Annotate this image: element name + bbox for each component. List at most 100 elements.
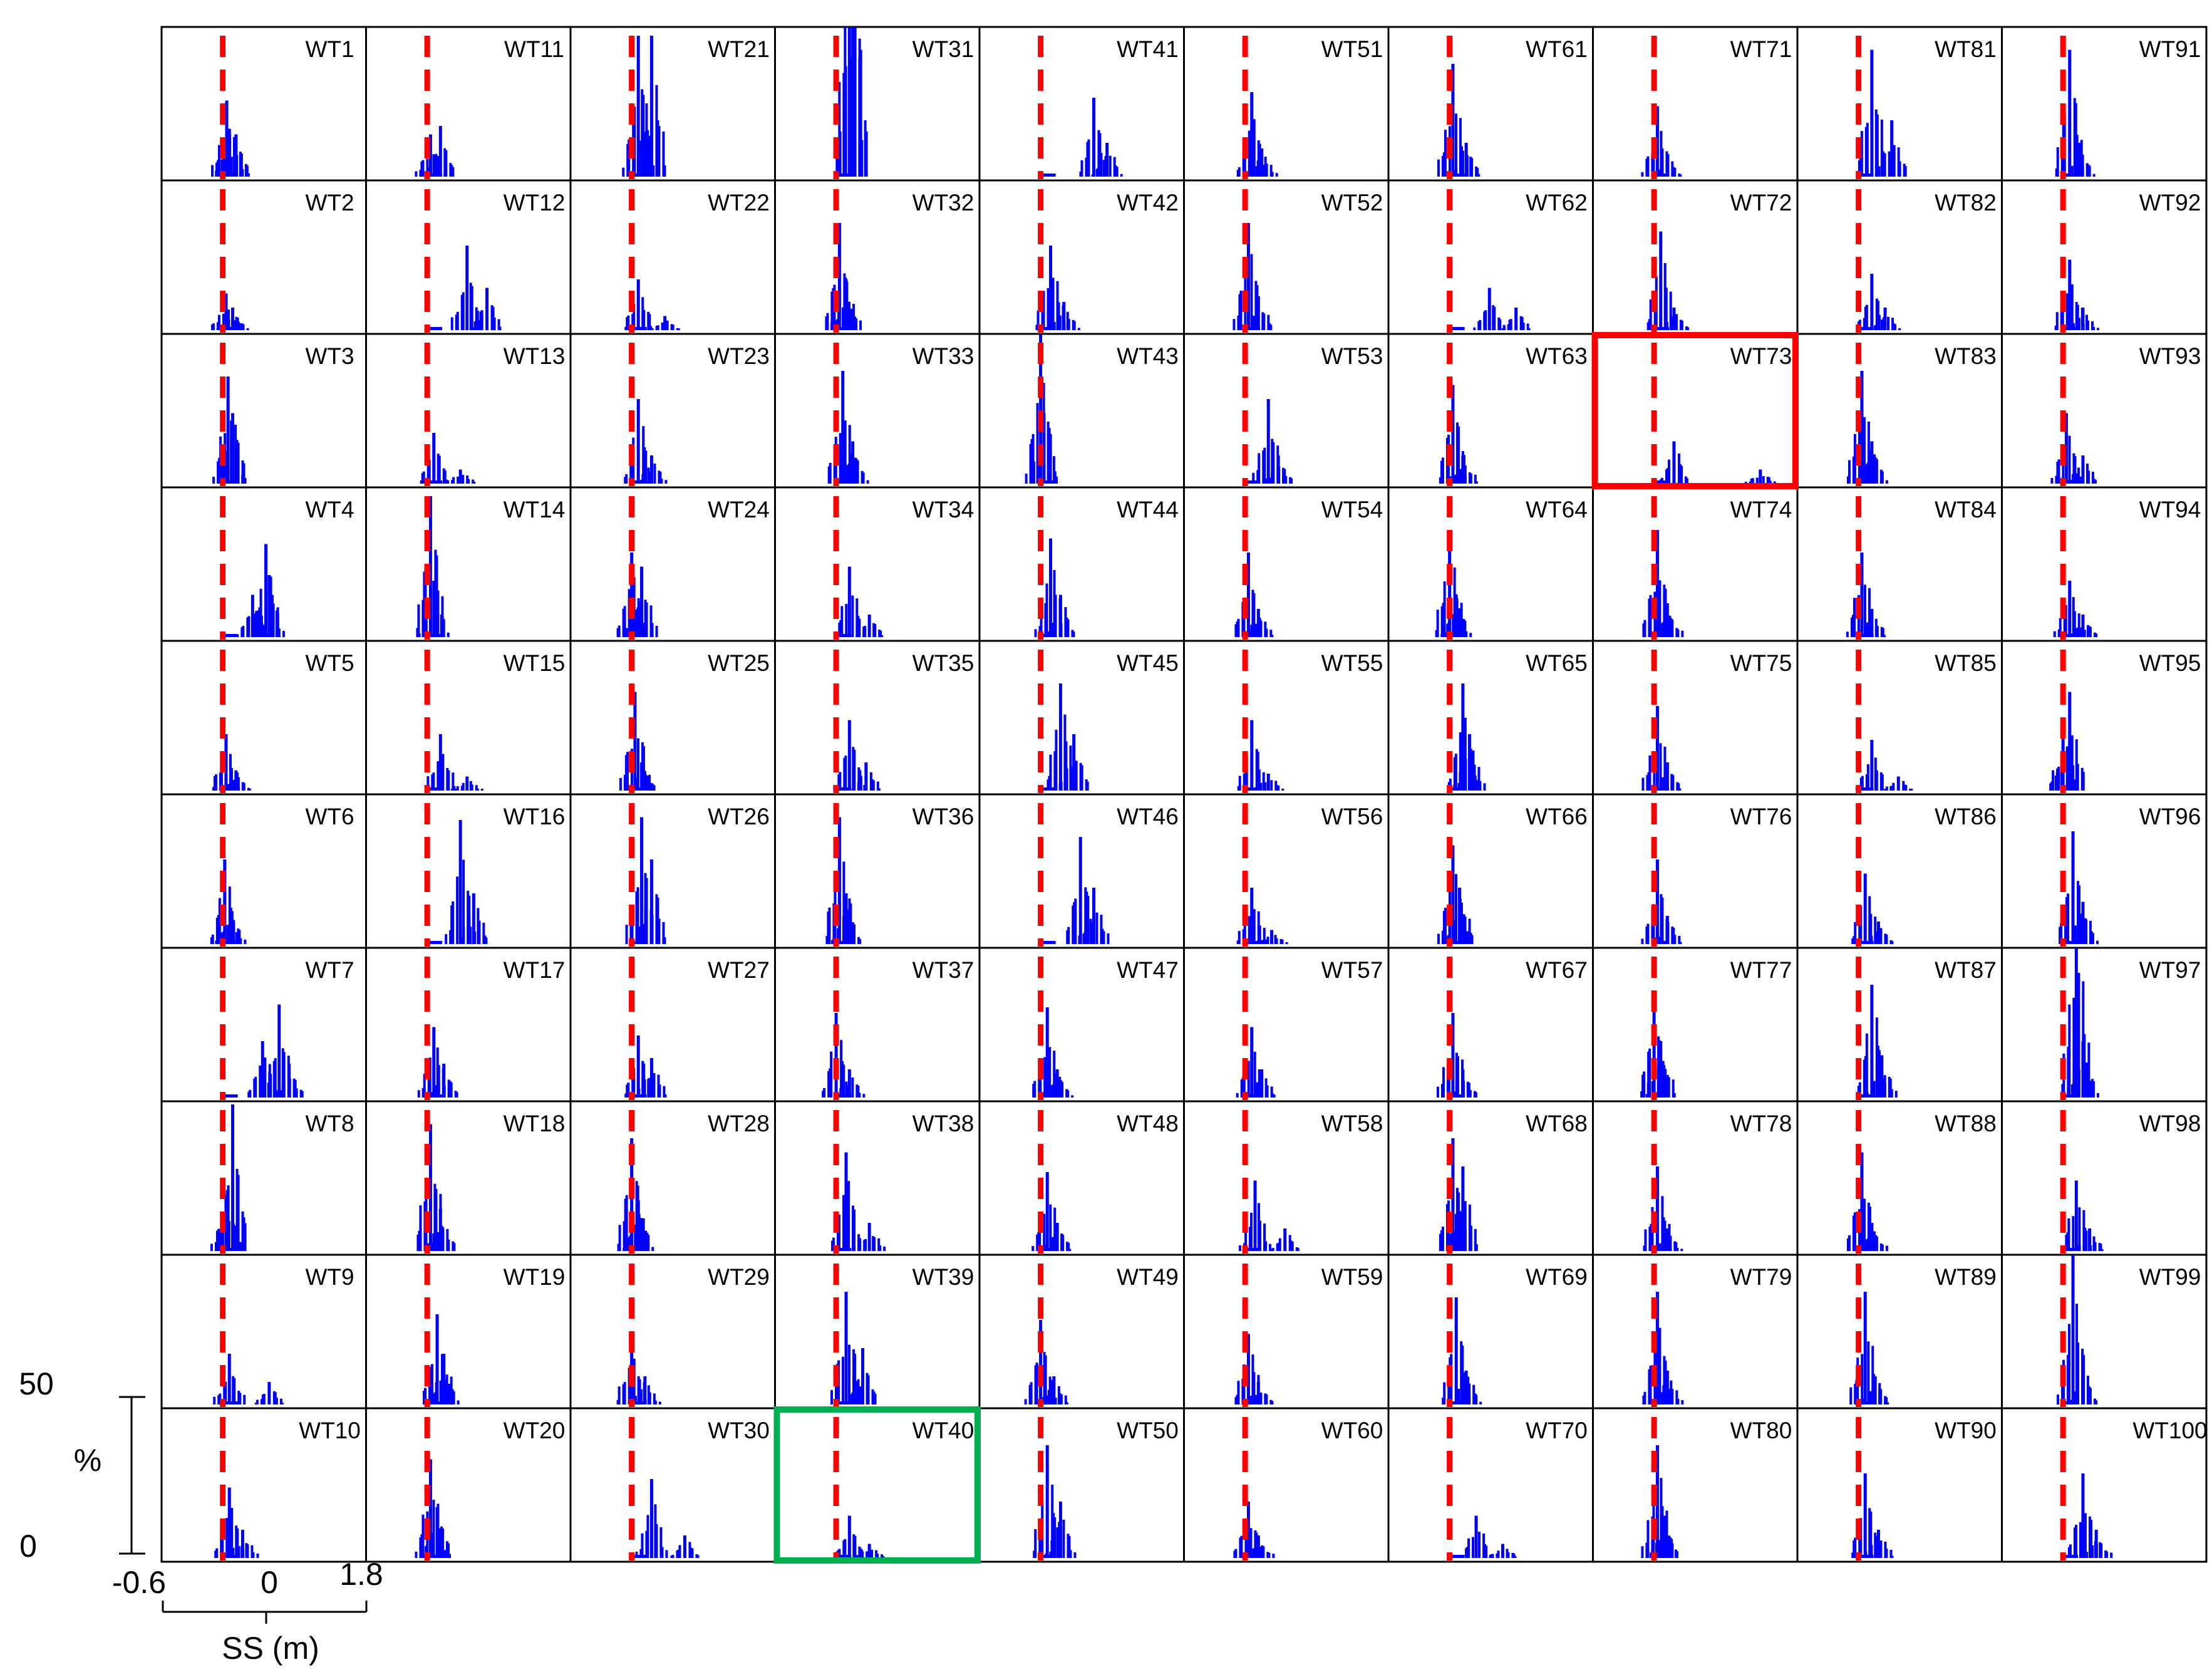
histogram-bar xyxy=(834,1013,838,1098)
histogram-bar xyxy=(1056,1527,1059,1558)
panel-wt29: WT29 xyxy=(569,1254,776,1410)
panel-label: WT30 xyxy=(708,1418,770,1443)
panel-wt14: WT14 xyxy=(365,486,572,642)
panel-frame xyxy=(774,26,981,182)
histogram-bar xyxy=(1246,1502,1250,1558)
panel-wt16: WT16 xyxy=(365,793,572,949)
histogram-bar xyxy=(1054,1398,1057,1404)
histogram-bar xyxy=(638,1088,641,1098)
histogram-bar xyxy=(2083,630,2086,637)
histogram-bar xyxy=(1865,1239,1868,1251)
histogram-bar xyxy=(2091,933,2094,944)
panel-wt59: WT59 xyxy=(1183,1254,1390,1410)
histogram-bar xyxy=(1762,476,1765,484)
histogram-bar xyxy=(2081,1362,2085,1404)
histogram-bar xyxy=(2084,919,2087,944)
histogram-bar xyxy=(1889,1549,1893,1558)
histogram-bar xyxy=(844,1292,848,1404)
histogram-bar xyxy=(2079,476,2082,484)
histogram-bar xyxy=(1045,1445,1049,1558)
histogram-bar xyxy=(837,774,840,791)
histogram-bar xyxy=(649,328,653,330)
panel-label: WT22 xyxy=(708,190,770,215)
histogram-bar xyxy=(220,159,224,177)
panel-frame xyxy=(569,1407,776,1563)
histogram-bar xyxy=(251,1545,254,1558)
histogram-bar xyxy=(1850,617,1853,637)
panel-wt100: WT100 xyxy=(2001,1407,2208,1563)
panel-frame xyxy=(1796,333,2003,489)
panel-wt57: WT57 xyxy=(1183,947,1390,1103)
panel-frame xyxy=(1387,1254,1594,1410)
histogram-bar xyxy=(2074,629,2077,637)
histogram-bar xyxy=(1659,1041,1663,1098)
histogram-bar xyxy=(1269,324,1273,330)
histogram-bar xyxy=(648,135,651,177)
histogram-bar xyxy=(422,622,425,637)
histogram-bar xyxy=(847,1181,850,1251)
histogram-bar xyxy=(262,1085,266,1098)
histogram-bar xyxy=(1661,1392,1664,1404)
panel-label: WT5 xyxy=(305,650,354,676)
histogram-bar xyxy=(881,635,884,637)
histogram-bar xyxy=(1285,942,1288,944)
panel-label: WT71 xyxy=(1730,36,1792,62)
panel-frame xyxy=(978,26,1185,182)
histogram-bar xyxy=(1647,1051,1650,1098)
histogram-bar xyxy=(1664,322,1667,330)
histogram-bar xyxy=(2078,924,2081,944)
histogram-bar xyxy=(1036,1234,1039,1251)
histogram-bar xyxy=(1655,327,1670,330)
histogram-bar xyxy=(2088,1228,2092,1251)
histogram-bar xyxy=(1105,143,1109,177)
histogram-bar xyxy=(653,785,656,791)
histogram-bar xyxy=(1662,1061,1665,1098)
panel-wt22: WT22 xyxy=(569,179,776,335)
panel-frame xyxy=(1387,640,1594,796)
histogram-bar xyxy=(2081,308,2085,330)
histogram-bar xyxy=(1054,1073,1057,1098)
histogram-bar xyxy=(849,903,852,944)
histogram-bar xyxy=(428,1094,443,1098)
panel-wt48: WT48 xyxy=(978,1100,1185,1256)
histogram-bar xyxy=(224,1401,238,1404)
histogram-bar xyxy=(845,1081,848,1098)
histogram-bar xyxy=(851,27,855,177)
histogram-bar xyxy=(2089,1388,2092,1404)
panel-frame xyxy=(2001,486,2208,642)
histogram-bar xyxy=(1238,294,1241,330)
panel-frame xyxy=(1796,1407,2003,1563)
histogram-bar xyxy=(1655,941,1670,944)
histogram-bar xyxy=(2064,941,2079,944)
histogram-bar xyxy=(837,174,852,177)
histogram-bar xyxy=(1655,859,1659,944)
histogram-bar xyxy=(1049,246,1053,330)
histogram-bar xyxy=(462,475,465,484)
histogram-bar xyxy=(2080,1554,2083,1558)
histogram-bar xyxy=(217,1395,220,1404)
histogram-bar xyxy=(2094,480,2097,484)
histogram-bar xyxy=(1033,1550,1036,1558)
histogram-bar xyxy=(2094,1530,2098,1558)
panel-wt42: WT42 xyxy=(978,179,1185,335)
histogram-bar xyxy=(279,1398,282,1404)
histogram-bar xyxy=(1469,633,1472,637)
panel-wt5: WT5 xyxy=(160,640,367,796)
histogram-bar xyxy=(432,1394,435,1404)
histogram-bar xyxy=(830,291,834,330)
histogram-bar xyxy=(645,602,648,637)
histogram-bar xyxy=(1675,314,1678,330)
histogram-bar xyxy=(426,461,430,484)
histogram-bar xyxy=(1461,683,1465,791)
histogram-bar xyxy=(617,1243,620,1251)
histogram-bar xyxy=(1264,1241,1268,1251)
histogram-bar xyxy=(1465,1548,1468,1558)
histogram-bar xyxy=(1665,1371,1669,1404)
histogram-bar xyxy=(653,1072,656,1098)
histogram-bar xyxy=(1655,1445,1659,1558)
histogram-bar xyxy=(442,1354,446,1404)
histogram-bar xyxy=(1043,1057,1047,1098)
histogram-bar xyxy=(1876,168,1879,177)
histogram-bar xyxy=(1470,935,1474,944)
histogram-bar xyxy=(1047,779,1050,791)
